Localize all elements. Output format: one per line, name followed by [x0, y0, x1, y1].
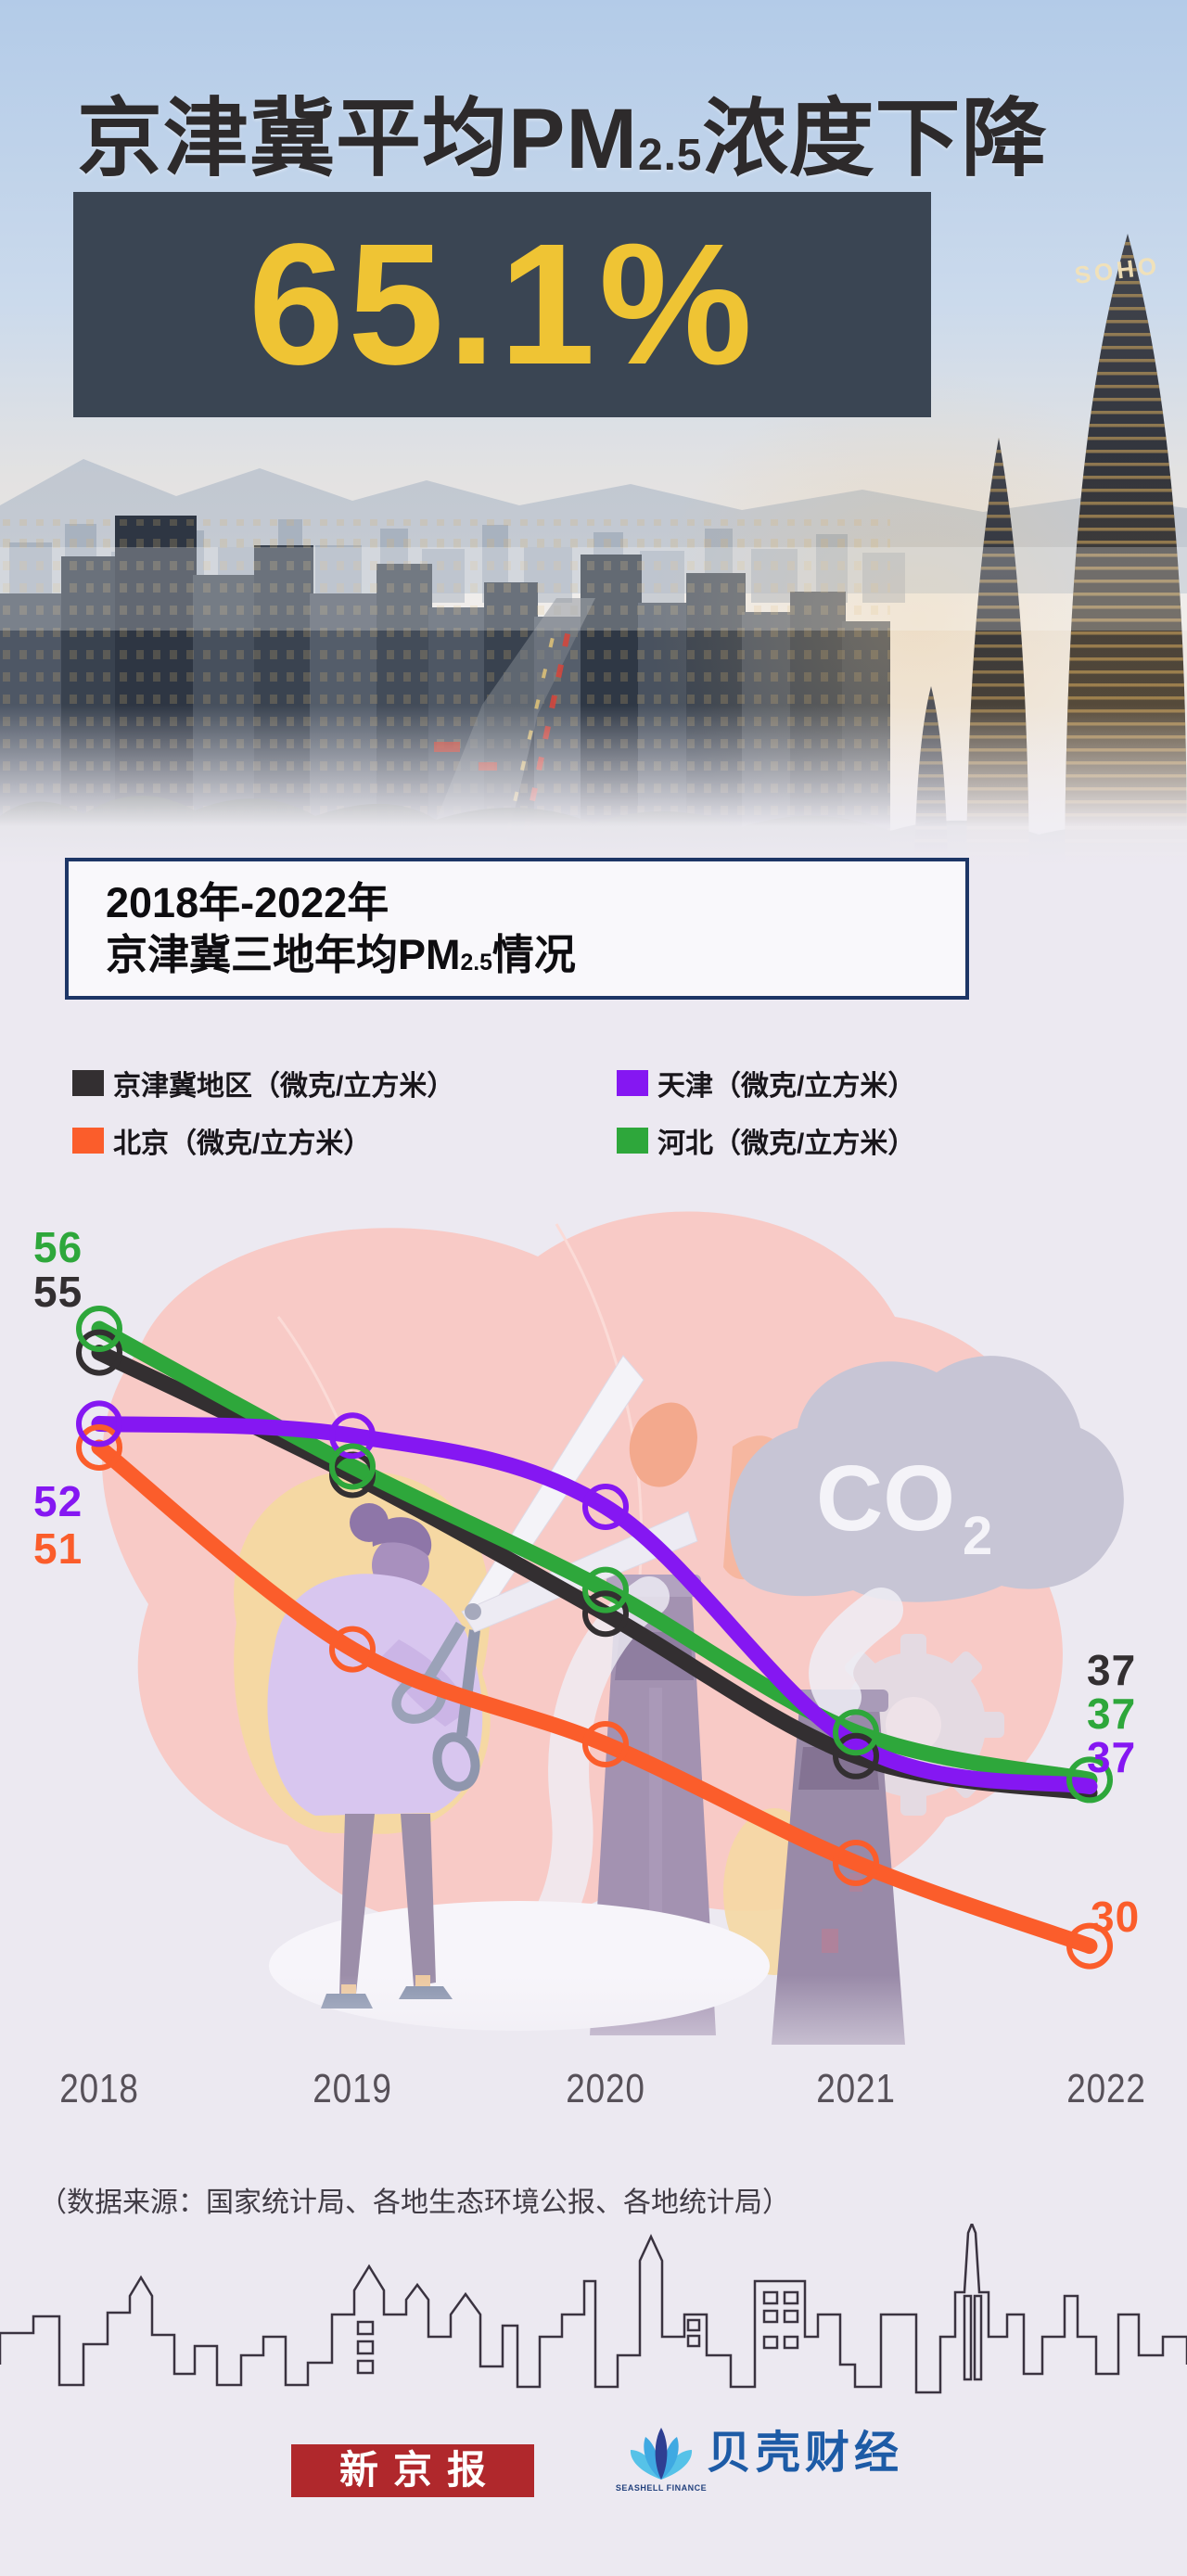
point-北京-2020 — [582, 1721, 629, 1767]
value-label-jingjinji-2022: 37 — [1087, 1646, 1137, 1694]
hair — [372, 1517, 432, 1556]
legend-item-hebei: 河北（微克/立方米） — [617, 1124, 915, 1159]
illustration-fade — [0, 1975, 1187, 2123]
point-京津冀地区-2020 — [582, 1590, 629, 1638]
point-京津冀地区-2021 — [833, 1732, 879, 1779]
value-label-hebei-2018: 56 — [33, 1223, 83, 1271]
smoke-swirl — [809, 1588, 903, 1719]
line-天津 — [91, 1415, 1098, 1795]
highlight-panel: 65.1% — [73, 192, 931, 417]
legend-swatch-hebei — [617, 1128, 648, 1154]
point-北京-2022 — [1066, 1922, 1113, 1970]
chart-title-line2-suffix: 情况 — [491, 930, 576, 978]
salmon-leaf — [629, 1402, 697, 1487]
legend-label-hebei: 河北（微克/立方米） — [657, 1129, 916, 1159]
value-label-beijing-2022: 30 — [1091, 1893, 1141, 1941]
chart-point-markers — [76, 1306, 1113, 1970]
title-prefix: 京津冀平均PM — [77, 92, 639, 186]
legend-label-tianjin: 天津（微克/立方米） — [657, 1071, 916, 1102]
data-source-note: （数据来源：国家统计局、各地生态环境公报、各地统计局） — [39, 2187, 790, 2218]
line-北京 — [91, 1439, 1098, 1955]
pm25-line-chart — [76, 1306, 1113, 1970]
title-suffix: 浓度下降 — [702, 92, 1048, 186]
haze — [0, 547, 1187, 631]
co2-text: CO — [816, 1447, 955, 1550]
axis-label-2022: 2022 — [1066, 2066, 1146, 2111]
legend-item-beijing: 北京（微克/立方米） — [72, 1124, 371, 1159]
scissor-handle-2 — [432, 1732, 480, 1792]
seashell-caption: SEASHELL FINANCE — [615, 2483, 708, 2493]
photo-fade — [0, 705, 1187, 867]
title-subscript: 2.5 — [638, 130, 703, 180]
leg-right — [401, 1814, 436, 1986]
chart-lines — [91, 1320, 1098, 1955]
point-天津-2019 — [329, 1412, 376, 1460]
chart-title-line2: 京津冀三地年均PM2.5情况 — [106, 929, 965, 981]
co2-cloud — [729, 1356, 1124, 1602]
chart-title-line2-subscript: 2.5 — [460, 950, 492, 976]
page-title: 京津冀平均PM2.5浓度下降 — [77, 96, 1097, 182]
chart-title-line1: 2018年-2022年 — [106, 878, 389, 926]
value-label-jingjinji-2018: 55 — [33, 1268, 83, 1316]
value-label-tianjin-2018: 52 — [33, 1477, 83, 1525]
value-label-beijing-2018: 51 — [33, 1524, 83, 1573]
legend-item-jingjinji: 京津冀地区（微克/立方米） — [72, 1066, 455, 1102]
point-河北-2018 — [76, 1306, 122, 1352]
axis-label-2019: 2019 — [313, 2066, 392, 2111]
skyline-outline — [0, 2224, 1187, 2394]
point-天津-2018 — [76, 1400, 122, 1447]
xinjingbao-logo: 新京报 — [291, 2444, 534, 2497]
point-天津-2020 — [582, 1484, 629, 1530]
line-河北 — [91, 1320, 1098, 1788]
legend-label-jingjinji: 京津冀地区（微克/立方米） — [113, 1071, 455, 1102]
legend-label-beijing: 北京（微克/立方米） — [113, 1129, 372, 1159]
scissor-shaft-2 — [456, 1629, 480, 1737]
point-河北-2021 — [833, 1709, 879, 1756]
legend-item-tianjin: 天津（微克/立方米） — [617, 1066, 916, 1102]
point-河北-2020 — [582, 1566, 629, 1613]
scissor-pivot — [465, 1603, 481, 1620]
value-label-tianjin-2022: 37 — [1087, 1733, 1137, 1781]
axis-label-2021: 2021 — [816, 2066, 896, 2111]
point-北京-2019 — [329, 1626, 376, 1673]
legend-swatch-beijing — [72, 1128, 104, 1154]
axis-label-2018: 2018 — [59, 2066, 139, 2111]
beike-finance-logo: 贝壳财经 — [707, 2429, 904, 2478]
legend-swatch-tianjin — [617, 1070, 648, 1096]
chart-title-line2-prefix: 京津冀三地年均PM — [106, 930, 461, 978]
leg-left — [339, 1814, 375, 1994]
point-河北-2019 — [329, 1443, 376, 1490]
xinjingbao-logo-text: 新京报 — [338, 2449, 501, 2493]
highlight-value: 65.1% — [248, 208, 757, 401]
value-label-hebei-2022: 37 — [1087, 1690, 1137, 1738]
chart-title-box: 2018年-2022年 京津冀三地年均PM2.5情况 — [65, 858, 969, 1000]
axis-label-2020: 2020 — [566, 2066, 645, 2111]
point-北京-2018 — [76, 1424, 122, 1471]
point-京津冀地区-2018 — [76, 1329, 122, 1376]
point-河北-2022 — [1066, 1756, 1113, 1804]
co2-subscript: 2 — [963, 1506, 992, 1566]
city-photo: SOHO — [0, 0, 1187, 867]
point-北京-2021 — [833, 1840, 879, 1886]
scissor-shaft-1 — [423, 1621, 466, 1682]
seashell-icon — [630, 2428, 693, 2480]
legend-swatch-jingjinji — [72, 1070, 104, 1096]
